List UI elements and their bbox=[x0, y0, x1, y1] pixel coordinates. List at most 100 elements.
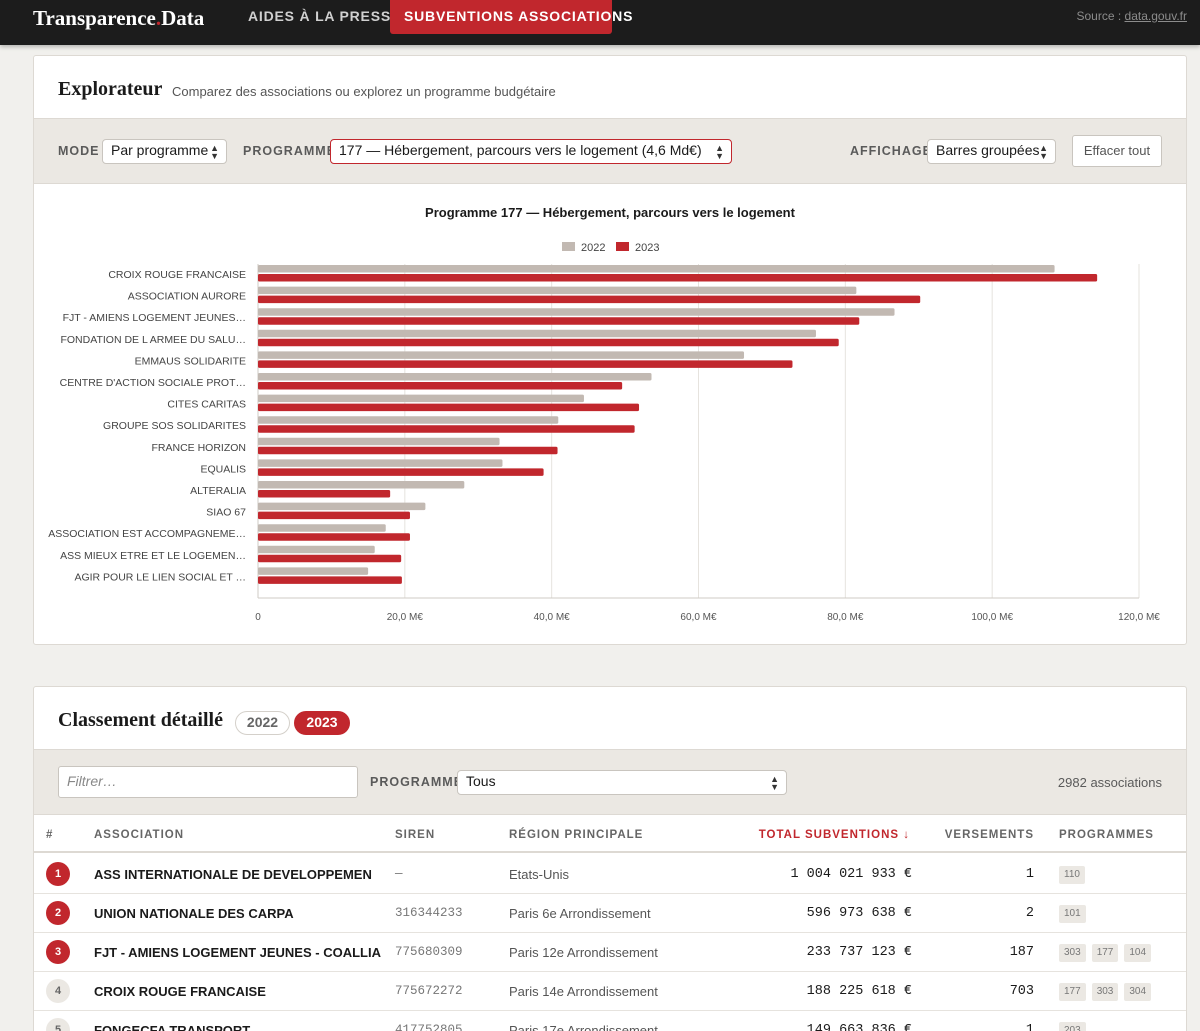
total-subventions: 1 004 021 933 € bbox=[790, 867, 912, 882]
bar-2022[interactable] bbox=[258, 394, 584, 403]
bar-2023[interactable] bbox=[258, 295, 921, 304]
col-total-subventions[interactable]: TOTAL SUBVENTIONS ↓ bbox=[758, 829, 910, 841]
ranking-program-value: Tous bbox=[466, 773, 496, 789]
legend-label-2022[interactable]: 2022 bbox=[581, 242, 605, 254]
col-association[interactable]: ASSOCIATION bbox=[94, 829, 185, 841]
bar-2023[interactable] bbox=[258, 317, 860, 325]
source-link[interactable]: data.gouv.fr bbox=[1124, 9, 1187, 23]
category-label: ASSOCIATION EST ACCOMPAGNEME… bbox=[48, 528, 246, 540]
brand-name-part1: Transparence bbox=[33, 6, 156, 30]
rank-badge: 1 bbox=[46, 862, 70, 886]
bar-2022[interactable] bbox=[258, 545, 375, 554]
bar-2023[interactable] bbox=[258, 425, 635, 433]
legend-label-2023[interactable]: 2023 bbox=[635, 242, 659, 254]
year-toggle-2023[interactable]: 2023 bbox=[294, 711, 350, 735]
x-tick-label: 120,0 M€ bbox=[1118, 612, 1160, 623]
table-row[interactable]: 5 FONGECFA TRANSPORT 417752805 Paris 17e Ar… bbox=[34, 1011, 1186, 1031]
clear-all-button[interactable]: Effacer tout bbox=[1072, 135, 1162, 167]
siren-number: 316344233 bbox=[395, 906, 463, 920]
category-label: CENTRE D'ACTION SOCIALE PROT… bbox=[60, 377, 246, 389]
table-row[interactable]: 4 CROIX ROUGE FRANCAISE 775672272 Paris 14e… bbox=[34, 972, 1186, 1011]
table-row[interactable]: 2 UNION NATIONALE DES CARPA 316344233 Paris… bbox=[34, 894, 1186, 933]
bar-2022[interactable] bbox=[258, 437, 500, 446]
association-name[interactable]: FJT - AMIENS LOGEMENT JEUNES - COALLIA bbox=[94, 945, 381, 960]
bar-2023[interactable] bbox=[258, 511, 410, 520]
col-programmes: PROGRAMMES bbox=[1059, 829, 1154, 841]
bar-2023[interactable] bbox=[258, 360, 793, 368]
display-value: Barres groupées bbox=[936, 142, 1040, 158]
siren-number: 775672272 bbox=[395, 984, 463, 998]
programme-tag[interactable]: 303 bbox=[1091, 983, 1119, 1001]
bar-2023[interactable] bbox=[258, 446, 558, 455]
association-name[interactable]: UNION NATIONALE DES CARPA bbox=[94, 906, 294, 921]
bar-2023[interactable] bbox=[258, 554, 402, 563]
bar-2022[interactable] bbox=[258, 502, 426, 511]
bar-2022[interactable] bbox=[258, 524, 386, 532]
bar-2022[interactable] bbox=[258, 373, 652, 381]
program-select[interactable]: 177 — Hébergement, parcours vers le loge… bbox=[330, 139, 732, 164]
bar-2022[interactable] bbox=[258, 308, 895, 316]
association-name[interactable]: CROIX ROUGE FRANCAISE bbox=[94, 984, 266, 999]
bar-2022[interactable] bbox=[258, 329, 816, 338]
data-source: Source : data.gouv.fr bbox=[1076, 9, 1187, 23]
bar-2022[interactable] bbox=[258, 351, 745, 359]
association-name[interactable]: FONGECFA TRANSPORT bbox=[94, 1023, 251, 1031]
bar-2022[interactable] bbox=[258, 265, 1055, 273]
col-region[interactable]: RÉGION PRINCIPALE bbox=[509, 829, 644, 841]
filter-input[interactable]: Filtrer… bbox=[58, 766, 358, 798]
ranking-title: Classement détaillé bbox=[58, 709, 223, 731]
bar-2022[interactable] bbox=[258, 481, 465, 489]
versements-count: 703 bbox=[1009, 984, 1034, 999]
programme-tag[interactable]: 101 bbox=[1059, 905, 1086, 923]
bar-2022[interactable] bbox=[258, 416, 559, 424]
bar-2023[interactable] bbox=[258, 468, 544, 476]
ranking-program-select[interactable]: Tous ▲ ▼ bbox=[457, 770, 787, 795]
programme-tag[interactable]: 177 bbox=[1059, 983, 1086, 1001]
bar-2022[interactable] bbox=[258, 459, 503, 467]
programme-tag[interactable]: 203 bbox=[1059, 1022, 1086, 1031]
col-versements[interactable]: VERSEMENTS bbox=[944, 829, 1034, 841]
ranking-card: Classement détaillé 2022 2023 Filtrer… P… bbox=[33, 686, 1187, 1031]
tab-subventions-associations[interactable]: SUBVENTIONS ASSOCIATIONS bbox=[390, 0, 632, 34]
display-label: AFFICHAGE bbox=[850, 144, 932, 158]
bar-2023[interactable] bbox=[258, 338, 839, 347]
association-count: 2982 associations bbox=[1057, 775, 1162, 790]
tab-aides-presse[interactable]: AIDES À LA PRESSE bbox=[248, 8, 402, 24]
table-row[interactable]: 3 FJT - AMIENS LOGEMENT JEUNES - COALLIA 7… bbox=[34, 933, 1186, 972]
display-select[interactable]: Barres groupées ▲ ▼ bbox=[927, 139, 1056, 164]
x-tick-label: 20,0 M€ bbox=[387, 612, 424, 623]
col-siren[interactable]: SIREN bbox=[395, 829, 436, 841]
x-tick-label: 80,0 M€ bbox=[827, 612, 864, 623]
association-name[interactable]: ASS INTERNATIONALE DE DEVELOPPEMEN bbox=[94, 867, 372, 882]
ranking-toolbar: Filtrer… PROGRAMME Tous ▲ ▼ 2982 associat… bbox=[34, 749, 1186, 815]
col-rank: # bbox=[46, 829, 54, 841]
siren-number: — bbox=[395, 867, 403, 881]
programme-tag[interactable]: 304 bbox=[1124, 983, 1152, 1001]
programme-tag[interactable]: 104 bbox=[1124, 944, 1152, 962]
explorer-title: Explorateur bbox=[58, 78, 163, 100]
programme-tag[interactable]: 110 bbox=[1059, 866, 1085, 884]
category-label: CROIX ROUGE FRANCAISE bbox=[108, 269, 246, 281]
bar-2023[interactable] bbox=[258, 533, 410, 541]
table-row[interactable]: 1 ASS INTERNATIONALE DE DEVELOPPEMEN — Etat… bbox=[34, 855, 1186, 894]
programme-tag[interactable]: 177 bbox=[1091, 944, 1119, 962]
total-subventions: 188 225 618 € bbox=[806, 984, 912, 999]
bar-2022[interactable] bbox=[258, 286, 857, 295]
versements-count: 1 bbox=[1025, 1023, 1034, 1031]
mode-select[interactable]: Par programme ▲ ▼ bbox=[102, 139, 227, 164]
category-label: AGIR POUR LE LIEN SOCIAL ET … bbox=[74, 571, 246, 583]
bar-2023[interactable] bbox=[258, 576, 402, 584]
program-value: 177 — Hébergement, parcours vers le loge… bbox=[339, 142, 702, 158]
bar-2023[interactable] bbox=[258, 274, 1098, 282]
programme-tags: 203 bbox=[1059, 1022, 1086, 1031]
bar-2023[interactable] bbox=[258, 490, 391, 498]
year-toggle-2022[interactable]: 2022 bbox=[235, 711, 290, 735]
bar-2023[interactable] bbox=[258, 382, 623, 390]
bar-2022[interactable] bbox=[258, 567, 369, 575]
bar-2023[interactable] bbox=[258, 403, 640, 412]
programme-tag[interactable]: 303 bbox=[1059, 944, 1086, 962]
category-label: SIAO 67 bbox=[206, 507, 246, 519]
programme-tags: 101 bbox=[1059, 905, 1086, 923]
brand-logo[interactable]: Transparence.Data bbox=[33, 6, 204, 31]
legend-swatch-2023 bbox=[616, 242, 629, 251]
